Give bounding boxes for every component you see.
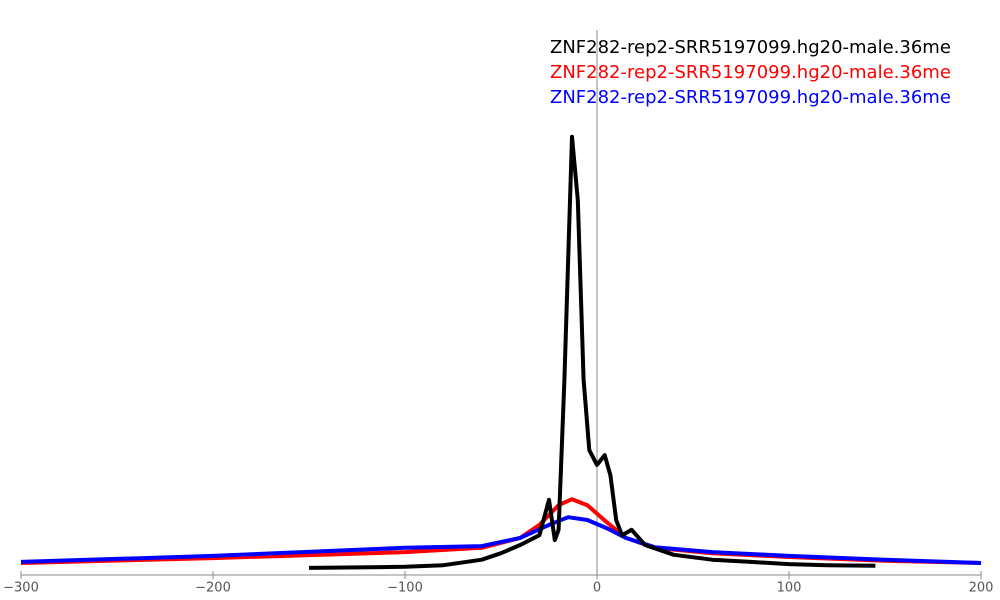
series-line (20, 515, 982, 565)
x-tick-label: −300 (3, 581, 39, 596)
series-line (308, 134, 876, 570)
x-tick-label: −200 (195, 581, 231, 596)
x-tick-label: −100 (387, 581, 423, 596)
legend-entry: ZNF282-rep2-SRR5197099.hg20-male.36me (550, 87, 951, 108)
x-tick-label: 100 (777, 581, 802, 596)
legend-entry: ZNF282-rep2-SRR5197099.hg20-male.36me (550, 37, 951, 58)
x-tick-label: 0 (593, 581, 601, 596)
legend-entry: ZNF282-rep2-SRR5197099.hg20-male.36me (550, 62, 951, 83)
x-tick-label: 200 (969, 581, 994, 596)
